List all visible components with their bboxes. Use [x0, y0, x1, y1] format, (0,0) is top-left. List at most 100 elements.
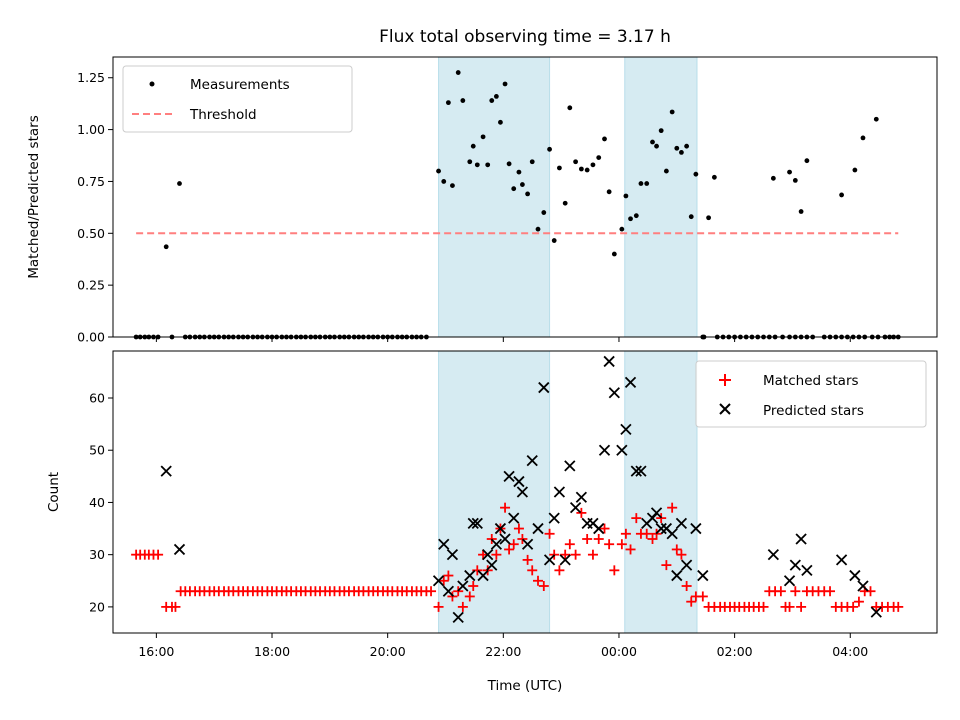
measurement-point — [182, 334, 188, 340]
matched-point — [848, 601, 859, 612]
matched-point — [631, 513, 642, 524]
measurement-point — [810, 334, 816, 340]
matched-point — [604, 539, 615, 550]
measurement-point — [895, 334, 901, 340]
matched-point — [593, 534, 604, 544]
matched-point — [671, 544, 682, 555]
measurement-point — [250, 334, 256, 340]
matched-point — [170, 601, 181, 612]
measurement-point — [284, 334, 289, 340]
measurement-point — [882, 334, 888, 340]
measurement-point — [850, 334, 856, 340]
measurement-point — [770, 175, 776, 181]
matched-point — [587, 549, 598, 560]
measurement-point — [418, 334, 424, 340]
matched-point — [697, 591, 708, 602]
predicted-point — [442, 585, 455, 597]
predicted-point — [516, 486, 529, 498]
measurement-point — [380, 334, 386, 340]
matched-point — [517, 534, 528, 544]
measurement-point — [192, 334, 198, 340]
matched-point — [554, 565, 565, 576]
measurement-point — [293, 334, 299, 340]
matched-point — [491, 549, 502, 560]
matched-point — [527, 565, 538, 576]
matched-point — [647, 534, 658, 544]
matched-point — [443, 570, 454, 581]
measurement-point — [856, 334, 862, 340]
measurement-point — [341, 334, 347, 340]
matched-point — [544, 528, 555, 539]
predicted-point — [513, 475, 525, 488]
legend-measurements-label: Measurements — [190, 77, 290, 93]
measurement-point — [804, 334, 810, 340]
predicted-point — [486, 559, 498, 571]
measurement-point — [450, 183, 455, 188]
measurement-point — [844, 334, 850, 340]
measurement-point — [404, 334, 410, 340]
measurement-point — [535, 226, 541, 232]
matched-point — [784, 601, 795, 612]
measurement-point — [525, 191, 531, 197]
measurement-point — [669, 109, 675, 115]
predicted-point — [630, 465, 642, 477]
x-tick-label: 20:00 — [370, 644, 406, 659]
bottom-legend: Matched stars Predicted stars — [695, 360, 927, 428]
measurement-point — [602, 136, 607, 142]
top-y-tick-label: 1.00 — [77, 122, 105, 137]
predicted-point — [548, 512, 560, 524]
measurement-point — [317, 334, 323, 340]
predicted-point — [526, 455, 538, 467]
predicted-point — [499, 533, 511, 545]
measurement-point — [312, 334, 318, 340]
matched-point — [676, 549, 687, 560]
predicted-point — [655, 522, 667, 535]
bottom-plot-panel: 20 30 40 50 60 16:00 18:00 20:00 22:00 00:00 02:00… — [89, 350, 938, 659]
predicted-point — [532, 522, 544, 535]
measurement-point — [654, 143, 659, 149]
predicted-point — [503, 470, 515, 482]
predicted-point — [680, 559, 693, 571]
matched-point — [533, 575, 544, 586]
measurement-point — [792, 178, 798, 183]
matched-point — [582, 534, 593, 544]
measurement-point — [590, 162, 596, 168]
matched-point — [513, 523, 524, 534]
predicted-point — [767, 549, 779, 561]
measurement-point — [798, 334, 804, 340]
x-tick-label: 02:00 — [717, 644, 753, 659]
measurement-point — [240, 334, 246, 340]
predicted-point — [690, 522, 702, 535]
top-plot-frame — [112, 56, 938, 338]
measurement-point — [596, 155, 602, 160]
predicted-point — [870, 606, 882, 618]
measurement-point — [875, 334, 881, 340]
measurement-point — [701, 334, 707, 340]
predicted-point — [521, 538, 534, 550]
measurement-point — [720, 334, 726, 340]
matched-point — [438, 575, 449, 586]
measurement-point — [216, 334, 222, 340]
matched-point — [508, 539, 519, 550]
measurement-point — [578, 166, 584, 172]
matched-point — [468, 581, 479, 591]
matched-point — [686, 596, 697, 607]
measurement-point — [749, 334, 755, 340]
measurement-point — [839, 334, 844, 340]
measurement-point — [151, 334, 156, 340]
matched-point — [661, 560, 672, 571]
measurement-point — [711, 174, 717, 180]
matched-point — [625, 544, 636, 555]
predicted-point — [173, 543, 186, 556]
predicted-point — [457, 580, 469, 592]
matched-point — [853, 596, 864, 607]
predicted-point — [467, 517, 479, 529]
matched-point — [667, 502, 678, 513]
matched-point — [609, 565, 620, 576]
measurement-point — [498, 119, 503, 125]
measurement-point — [187, 334, 193, 340]
x-tick-label: 16:00 — [138, 644, 174, 659]
legend-matched-label: Matched stars — [763, 373, 859, 389]
matched-point — [825, 586, 836, 597]
measurement-point — [737, 334, 743, 340]
